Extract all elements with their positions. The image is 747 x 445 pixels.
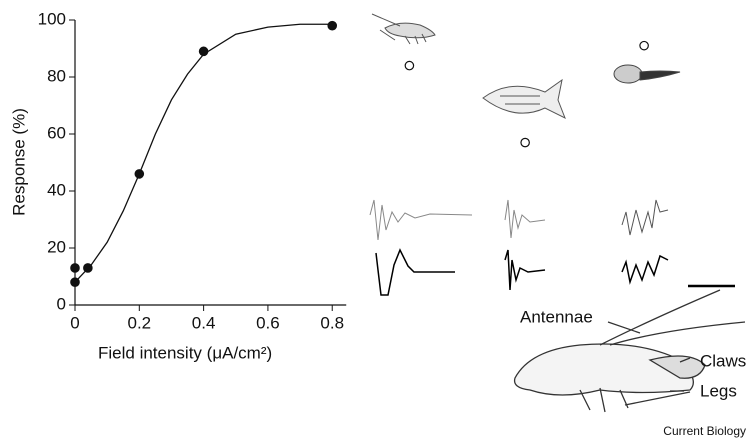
figure: Antennae Claws Legs Current Biology Fiel… <box>0 0 747 440</box>
y-tick-label: 0 <box>57 294 66 313</box>
y-tick-label: 80 <box>47 66 66 85</box>
x-axis-label: Field intensity (μA/cm²) <box>98 343 272 362</box>
credit: Current Biology <box>663 424 746 438</box>
open-point <box>640 41 648 49</box>
fit-curve <box>75 24 332 282</box>
y-axis-label: Response (%) <box>9 108 28 216</box>
point <box>71 264 79 272</box>
y-tick-label: 40 <box>47 180 66 199</box>
annotation: Legs <box>700 381 737 400</box>
recordings <box>370 200 735 295</box>
x-tick-label: 0.6 <box>256 313 280 332</box>
shrimp-drawing <box>372 14 435 44</box>
point <box>328 22 336 30</box>
x-tick-label: 0.4 <box>192 313 216 332</box>
open-point <box>521 138 529 146</box>
y-tick-label: 60 <box>47 123 66 142</box>
fish-drawing <box>483 80 565 118</box>
x-tick-label: 0 <box>70 313 79 332</box>
open-point <box>405 61 413 69</box>
y-tick-label: 100 <box>38 9 66 28</box>
x-tick-label: 0.8 <box>320 313 344 332</box>
y-tick-label: 20 <box>47 237 66 256</box>
annotation: Antennae <box>520 307 593 326</box>
annotation: Claws <box>700 351 746 370</box>
tadpole-drawing <box>614 65 680 83</box>
x-tick-label: 0.2 <box>127 313 151 332</box>
